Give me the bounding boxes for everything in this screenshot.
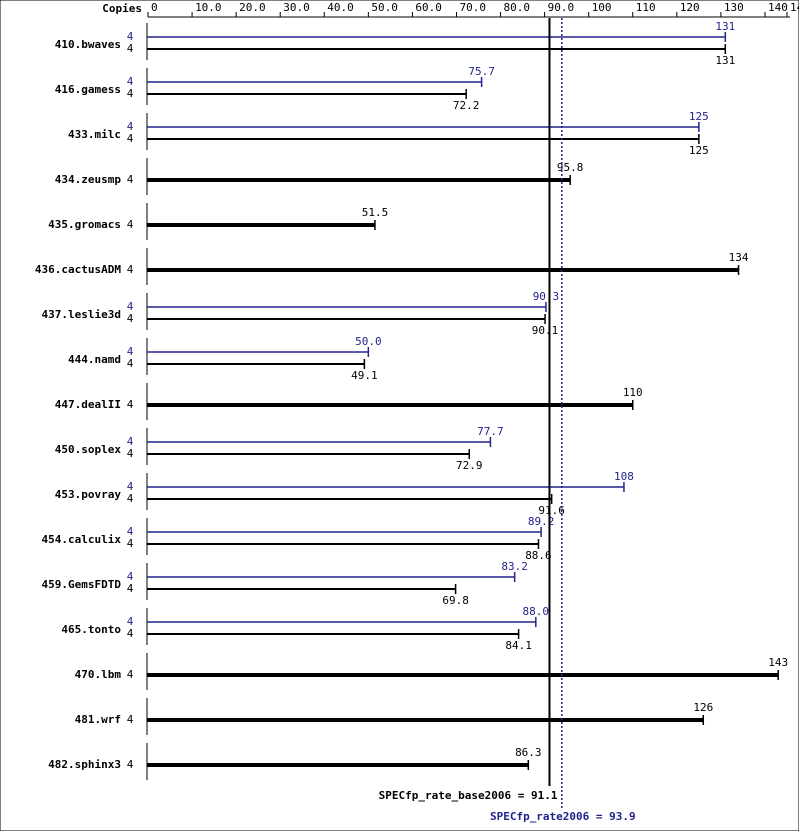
value-label: 75.7 (468, 65, 495, 78)
value-label: 84.1 (505, 639, 532, 652)
copies: 4 (127, 132, 134, 145)
value-label: 108 (614, 470, 634, 483)
x-tick-label: 80.0 (504, 1, 531, 14)
copies: 4 (127, 42, 134, 55)
reference-label: SPECfp_rate2006 = 93.9 (490, 810, 636, 823)
value-label: 88.0 (523, 605, 550, 618)
x-tick-label: 50.0 (371, 1, 398, 14)
benchmark-name: 436.cactusADM (35, 263, 121, 276)
copies: 4 (127, 758, 134, 771)
value-label: 91.6 (538, 504, 565, 517)
value-label: 90.3 (533, 290, 560, 303)
copies: 4 (127, 480, 134, 493)
value-label: 95.8 (557, 161, 584, 174)
copies: 4 (127, 398, 134, 411)
benchmark-name: 470.lbm (75, 668, 122, 681)
value-label: 51.5 (362, 206, 389, 219)
x-tick-label: 70.0 (459, 1, 486, 14)
copies: 4 (127, 435, 134, 448)
benchmark-name: 416.gamess (55, 83, 121, 96)
benchmark-name: 437.leslie3d (42, 308, 121, 321)
x-tick-label: 130 (724, 1, 744, 14)
benchmark-name: 410.bwaves (55, 38, 121, 51)
x-tick-label: 30.0 (283, 1, 310, 14)
value-label: 90.1 (532, 324, 559, 337)
x-tick-label: 40.0 (327, 1, 354, 14)
value-label: 89.2 (528, 515, 555, 528)
value-label: 72.9 (456, 459, 483, 472)
benchmark-name: 433.milc (68, 128, 121, 141)
copies: 4 (127, 492, 134, 505)
value-label: 110 (623, 386, 643, 399)
copies: 4 (127, 713, 134, 726)
x-tick-label: 0 (151, 1, 158, 14)
value-label: 126 (693, 701, 713, 714)
benchmark-name: 481.wrf (75, 713, 121, 726)
benchmark-name: 444.namd (68, 353, 121, 366)
x-tick-label: 60.0 (415, 1, 442, 14)
benchmark-name: 453.povray (55, 488, 122, 501)
benchmark-name: 434.zeusmp (55, 173, 122, 186)
value-label: 69.8 (442, 594, 469, 607)
value-label: 49.1 (351, 369, 378, 382)
copies: 4 (127, 30, 134, 43)
value-label: 143 (768, 656, 788, 669)
benchmark-name: 435.gromacs (48, 218, 121, 231)
value-label: 72.2 (453, 99, 480, 112)
x-tick-label: 145 (790, 1, 799, 14)
x-tick-label: 120 (680, 1, 700, 14)
copies: 4 (127, 668, 134, 681)
copies: 4 (127, 357, 134, 370)
benchmark-name: 447.dealII (55, 398, 121, 411)
value-label: 86.3 (515, 746, 542, 759)
benchmark-name: 465.tonto (61, 623, 121, 636)
value-label: 131 (715, 54, 735, 67)
copies: 4 (127, 525, 134, 538)
copies: 4 (127, 537, 134, 550)
x-tick-label: 140 (768, 1, 788, 14)
copies: 4 (127, 87, 134, 100)
value-label: 77.7 (477, 425, 504, 438)
copies: 4 (127, 75, 134, 88)
copies: 4 (127, 263, 134, 276)
x-tick-label: 110 (636, 1, 656, 14)
reference-label: SPECfp_rate_base2006 = 91.1 (379, 789, 558, 802)
value-label: 88.6 (525, 549, 552, 562)
copies: 4 (127, 345, 134, 358)
copies: 4 (127, 300, 134, 313)
copies: 4 (127, 312, 134, 325)
copies: 4 (127, 582, 134, 595)
copies: 4 (127, 447, 134, 460)
copies: 4 (127, 218, 134, 231)
benchmark-name: 459.GemsFDTD (42, 578, 122, 591)
copies: 4 (127, 120, 134, 133)
value-label: 131 (715, 20, 735, 33)
value-label: 125 (689, 110, 709, 123)
value-label: 83.2 (501, 560, 528, 573)
x-tick-label: 20.0 (239, 1, 266, 14)
copies: 4 (127, 570, 134, 583)
axis-label: Copies (102, 2, 142, 15)
copies: 4 (127, 615, 134, 628)
value-label: 50.0 (355, 335, 382, 348)
value-label: 125 (689, 144, 709, 157)
benchmark-name: 450.soplex (55, 443, 122, 456)
benchmark-name: 482.sphinx3 (48, 758, 121, 771)
benchmark-name: 454.calculix (42, 533, 122, 546)
copies: 4 (127, 173, 134, 186)
x-tick-label: 100 (592, 1, 612, 14)
copies: 4 (127, 627, 134, 640)
x-tick-label: 10.0 (195, 1, 222, 14)
value-label: 134 (729, 251, 749, 264)
x-tick-label: 90.0 (548, 1, 575, 14)
